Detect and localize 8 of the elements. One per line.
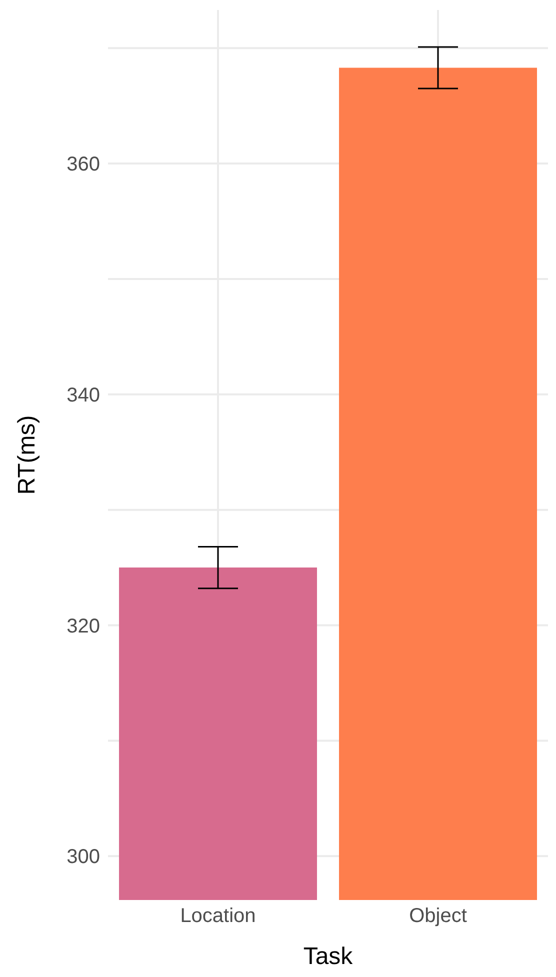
y-tick-label: 300: [66, 846, 100, 868]
x-tick-label: Object: [409, 905, 468, 928]
x-axis-title: Task: [303, 943, 354, 970]
y-axis-title: RT(ms): [14, 415, 41, 495]
y-tick-label: 320: [66, 615, 100, 638]
y-tick-label: 340: [66, 384, 100, 406]
x-tick-label: Location: [180, 905, 256, 928]
y-tick-label: 360: [66, 154, 100, 176]
